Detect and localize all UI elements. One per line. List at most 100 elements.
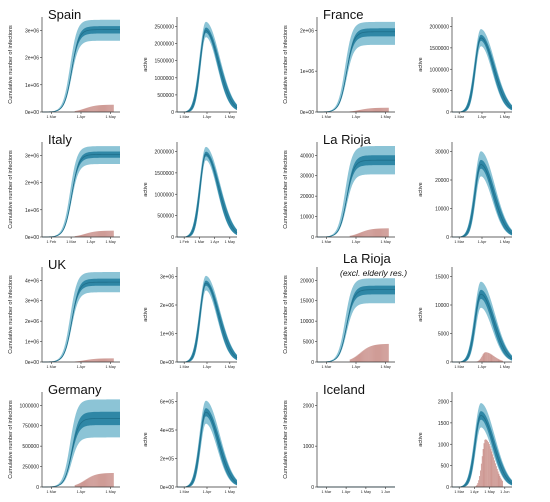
active-chart: 0 500000 1000000 1500000 2000000 1 Mar 1 Apr 1 … — [418, 17, 513, 119]
x-tick-label: 1 Apr — [342, 490, 352, 494]
observed-bar — [387, 343, 389, 362]
observed-bar — [106, 473, 108, 487]
observed-bar — [353, 357, 355, 362]
cumulative-chart: 0 1000 2000 1 Mar 1 Apr 1 May 1 Jun Cumulative … — [283, 392, 395, 494]
observed-bar — [105, 473, 107, 487]
observed-bar — [485, 439, 487, 487]
observed-bar — [369, 108, 371, 112]
observed-bar — [91, 232, 93, 237]
observed-bar — [86, 107, 88, 112]
observed-bar — [97, 231, 99, 237]
median-line — [176, 153, 238, 238]
inner-band — [317, 285, 395, 362]
observed-bar — [367, 108, 369, 112]
observed-bar — [105, 358, 107, 362]
observed-bar — [110, 230, 112, 237]
observed-bar — [84, 480, 86, 487]
x-tick-label: 1 Mar — [66, 240, 76, 244]
observed-bar — [109, 473, 111, 487]
observed-bar — [86, 359, 88, 362]
observed-bar — [354, 234, 356, 237]
observed-bar — [370, 229, 372, 237]
x-tick-label: 1 May — [500, 115, 510, 119]
observed-bar — [482, 449, 484, 487]
observed-bar — [351, 111, 353, 112]
observed-bar — [371, 108, 373, 112]
y-axis-label-cumulative: Cumulative number of infections — [283, 150, 289, 229]
active-chart: 0 500 1000 1500 2000 1 Mar 1 Apr 1 May 1 Jun acti… — [418, 392, 513, 494]
outer-band — [452, 281, 512, 362]
y-tick-label: 6e+05 — [160, 400, 174, 406]
observed-bar — [82, 360, 84, 362]
observed-bar — [77, 235, 79, 237]
y-axis-label-active: active — [418, 307, 424, 321]
observed-bar — [77, 110, 79, 112]
y-tick-label: 3e+06 — [25, 299, 39, 305]
observed-bar — [100, 105, 101, 112]
observed-bar — [89, 232, 91, 237]
observed-bar — [90, 106, 92, 112]
x-tick-label: 1 Apr — [77, 365, 87, 369]
observed-bar — [76, 235, 78, 237]
y-axis-label-cumulative: Cumulative number of infections — [283, 275, 289, 354]
observed-bar — [77, 483, 79, 487]
observed-bar — [99, 231, 101, 237]
observed-bar — [363, 231, 365, 237]
observed-bar — [98, 474, 100, 487]
observed-bar — [363, 350, 365, 362]
observed-bar — [488, 444, 490, 487]
x-tick-label: 1 Apr — [352, 365, 362, 369]
observed-bar — [106, 230, 108, 237]
inner-band — [317, 155, 395, 237]
median-line — [41, 281, 120, 363]
observed-bar — [75, 110, 77, 112]
y-tick-label: 0 — [446, 110, 449, 116]
x-tick-label: 1 May — [500, 240, 510, 244]
y-tick-label: 0 — [311, 485, 314, 491]
observed-bar — [98, 358, 100, 362]
observed-bar — [91, 106, 93, 112]
y-tick-label: 0 — [311, 235, 314, 241]
x-tick-label: 1 Apr — [352, 115, 362, 119]
outer-band — [317, 146, 395, 237]
observed-bar — [92, 106, 94, 112]
observed-bar — [366, 230, 368, 237]
observed-bar — [89, 359, 91, 362]
observed-bar — [111, 104, 113, 112]
cumulative-chart: 0e+00 1e+06 2e+06 3e+06 1 Feb 1 Mar 1 Apr 1 May… — [8, 142, 120, 244]
y-tick-label: 0 — [36, 485, 39, 491]
observed-bar — [386, 228, 388, 237]
observed-bar — [385, 228, 387, 237]
cumulative-chart: 0 10000 20000 30000 40000 1 Mar 1 Apr 1 May Cumu… — [283, 142, 395, 244]
panel-la-rioja-excl: 0 5000 10000 15000 20000 1 Mar 1 Apr 1 May Cumul… — [283, 251, 513, 369]
observed-bar — [386, 107, 388, 112]
y-tick-label: 1500 — [438, 421, 449, 427]
y-tick-label: 5000 — [303, 340, 314, 346]
median-line — [316, 31, 395, 113]
x-tick-label: 1 Feb — [179, 240, 189, 244]
panel-title: Iceland — [323, 382, 365, 397]
observed-bar — [368, 108, 370, 112]
observed-bar — [367, 347, 369, 362]
observed-bar — [376, 107, 377, 112]
observed-bar — [478, 360, 480, 362]
observed-bar — [374, 228, 376, 237]
observed-bar — [107, 230, 109, 237]
observed-bar — [368, 347, 370, 362]
cumulative-chart: 0e+00 1e+06 2e+06 3e+06 4e+06 1 Mar 1 Apr 1 May… — [8, 267, 120, 369]
x-tick-label: 1 May — [105, 490, 115, 494]
y-tick-label: 4e+05 — [160, 428, 174, 434]
observed-bar — [103, 358, 104, 362]
y-tick-label: 750000 — [22, 424, 39, 430]
observed-bar — [90, 232, 92, 237]
observed-bar — [500, 360, 502, 362]
observed-bar — [379, 228, 380, 237]
observed-bar — [97, 105, 99, 112]
observed-bar — [383, 344, 385, 362]
observed-bar — [108, 358, 110, 362]
panel-title: Germany — [48, 382, 102, 397]
observed-bar — [104, 104, 106, 112]
observed-bar — [89, 106, 91, 112]
observed-bar — [104, 473, 106, 487]
